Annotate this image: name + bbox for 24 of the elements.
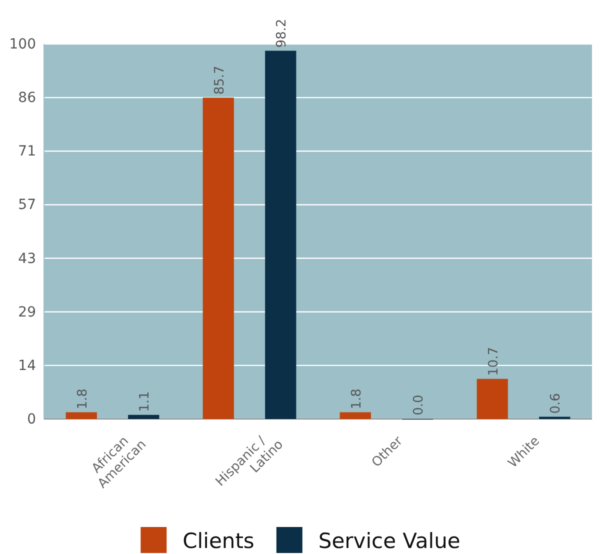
bar xyxy=(476,378,508,419)
y-tick-label: 100 xyxy=(9,36,36,52)
data-label: 1.1 xyxy=(138,391,153,412)
y-tick-label: 14 xyxy=(18,358,36,374)
y-tick-label: 86 xyxy=(18,90,36,106)
legend-label: Service Value xyxy=(318,529,460,553)
bar xyxy=(202,98,234,419)
y-tick-label: 29 xyxy=(18,304,36,320)
data-label: 85.7 xyxy=(212,66,228,95)
y-tick-label: 57 xyxy=(18,197,36,214)
data-label: 10.7 xyxy=(486,346,502,376)
y-tick-label: 0 xyxy=(27,411,36,428)
bar xyxy=(66,412,97,419)
data-label: 1.8 xyxy=(75,388,90,410)
bar xyxy=(265,50,296,419)
data-label: 1.8 xyxy=(349,388,364,410)
y-tick-label: 71 xyxy=(18,144,36,160)
data-label: 98.2 xyxy=(274,18,290,48)
data-label: 0.0 xyxy=(412,394,427,416)
legend-label: Clients xyxy=(182,529,254,553)
bar xyxy=(340,412,371,419)
data-label: 0.6 xyxy=(548,393,564,414)
bar xyxy=(128,414,160,419)
y-tick-label: 43 xyxy=(18,250,36,267)
